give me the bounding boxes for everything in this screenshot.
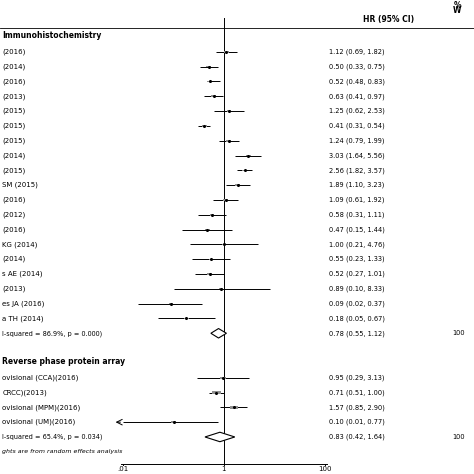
- Text: (2015): (2015): [2, 108, 26, 114]
- Text: 0.89 (0.10, 8.33): 0.89 (0.10, 8.33): [329, 286, 385, 292]
- Bar: [211, 95, 217, 97]
- Bar: [223, 199, 228, 201]
- Text: 0.95 (0.29, 3.13): 0.95 (0.29, 3.13): [329, 374, 385, 381]
- Text: %: %: [454, 0, 461, 9]
- Text: 1.24 (0.79, 1.99): 1.24 (0.79, 1.99): [329, 137, 385, 144]
- Text: 0.52 (0.48, 0.83): 0.52 (0.48, 0.83): [329, 78, 385, 85]
- Text: (2015): (2015): [2, 137, 26, 144]
- Text: a TH (2014): a TH (2014): [2, 315, 44, 322]
- Text: (2016): (2016): [2, 78, 26, 85]
- Bar: [202, 125, 207, 127]
- Bar: [209, 258, 213, 260]
- Bar: [242, 170, 247, 171]
- Text: (2012): (2012): [2, 211, 26, 218]
- Text: I-squared = 86.9%, p = 0.000): I-squared = 86.9%, p = 0.000): [2, 330, 102, 337]
- Text: Reverse phase protein array: Reverse phase protein array: [2, 357, 126, 366]
- Bar: [210, 214, 214, 216]
- Text: 1: 1: [222, 466, 226, 472]
- Text: W: W: [453, 6, 462, 15]
- Text: .01: .01: [118, 466, 129, 472]
- Text: 0.09 (0.02, 0.37): 0.09 (0.02, 0.37): [329, 301, 385, 307]
- Text: 0.58 (0.31, 1.11): 0.58 (0.31, 1.11): [329, 211, 385, 218]
- Text: ghts are from random effects analysis: ghts are from random effects analysis: [2, 449, 123, 454]
- Text: (2014): (2014): [2, 152, 26, 159]
- Polygon shape: [205, 432, 235, 442]
- Text: 100: 100: [453, 330, 465, 336]
- Text: (2016): (2016): [2, 197, 26, 203]
- Text: (2015): (2015): [2, 123, 26, 129]
- Text: ovisional (UM)(2016): ovisional (UM)(2016): [2, 419, 76, 425]
- Text: 0.83 (0.42, 1.64): 0.83 (0.42, 1.64): [329, 434, 385, 440]
- Text: ovisional (CCA)(2016): ovisional (CCA)(2016): [2, 374, 79, 381]
- Text: 1.12 (0.69, 1.82): 1.12 (0.69, 1.82): [329, 49, 385, 55]
- Text: es JA (2016): es JA (2016): [2, 301, 45, 307]
- Bar: [184, 318, 189, 319]
- Text: 2.56 (1.82, 3.57): 2.56 (1.82, 3.57): [329, 167, 385, 173]
- Text: (2014): (2014): [2, 64, 26, 70]
- Bar: [171, 421, 176, 423]
- Bar: [222, 244, 226, 245]
- Bar: [207, 81, 212, 82]
- Text: SM (2015): SM (2015): [2, 182, 38, 188]
- Text: 3.03 (1.64, 5.56): 3.03 (1.64, 5.56): [329, 152, 385, 159]
- Text: 0.41 (0.31, 0.54): 0.41 (0.31, 0.54): [329, 123, 385, 129]
- Text: (2013): (2013): [2, 93, 26, 100]
- Text: CRCC)(2013): CRCC)(2013): [2, 389, 47, 396]
- Text: (2016): (2016): [2, 227, 26, 233]
- Text: 0.71 (0.51, 1.00): 0.71 (0.51, 1.00): [329, 389, 385, 396]
- Polygon shape: [211, 328, 227, 338]
- Text: 100: 100: [318, 466, 331, 472]
- Text: 0.63 (0.41, 0.97): 0.63 (0.41, 0.97): [329, 93, 385, 100]
- Bar: [230, 406, 237, 409]
- Text: I-squared = 65.4%, p = 0.034): I-squared = 65.4%, p = 0.034): [2, 434, 103, 440]
- Bar: [219, 288, 223, 290]
- Bar: [206, 66, 211, 67]
- Text: 100: 100: [453, 434, 465, 440]
- Text: 1.89 (1.10, 3.23): 1.89 (1.10, 3.23): [329, 182, 385, 188]
- Text: 0.18 (0.05, 0.67): 0.18 (0.05, 0.67): [329, 315, 385, 322]
- Text: 0.47 (0.15, 1.44): 0.47 (0.15, 1.44): [329, 227, 385, 233]
- Text: 0.78 (0.55, 1.12): 0.78 (0.55, 1.12): [329, 330, 385, 337]
- Text: 0.55 (0.23, 1.33): 0.55 (0.23, 1.33): [329, 256, 385, 263]
- Bar: [205, 229, 210, 230]
- Text: 0.52 (0.27, 1.01): 0.52 (0.27, 1.01): [329, 271, 385, 277]
- Text: KG (2014): KG (2014): [2, 241, 38, 247]
- Text: 0.10 (0.01, 0.77): 0.10 (0.01, 0.77): [329, 419, 385, 425]
- Text: 1.57 (0.85, 2.90): 1.57 (0.85, 2.90): [329, 404, 385, 410]
- Text: 1.09 (0.61, 1.92): 1.09 (0.61, 1.92): [329, 197, 385, 203]
- Bar: [207, 273, 212, 275]
- Bar: [236, 184, 240, 186]
- Bar: [227, 110, 231, 112]
- Bar: [226, 140, 231, 142]
- Text: HR (95% CI): HR (95% CI): [363, 16, 414, 25]
- Text: (2013): (2013): [2, 286, 26, 292]
- Text: ovisional (MPM)(2016): ovisional (MPM)(2016): [2, 404, 81, 410]
- Text: (2014): (2014): [2, 256, 26, 263]
- Bar: [212, 391, 221, 394]
- Text: (2016): (2016): [2, 49, 26, 55]
- Bar: [220, 377, 226, 379]
- Text: Immunohistochemistry: Immunohistochemistry: [2, 31, 102, 40]
- Bar: [224, 51, 229, 53]
- Bar: [246, 155, 251, 156]
- Text: 1.25 (0.62, 2.53): 1.25 (0.62, 2.53): [329, 108, 385, 114]
- Text: (2015): (2015): [2, 167, 26, 173]
- Text: 0.50 (0.33, 0.75): 0.50 (0.33, 0.75): [329, 64, 385, 70]
- Text: 1.00 (0.21, 4.76): 1.00 (0.21, 4.76): [329, 241, 385, 247]
- Text: s AE (2014): s AE (2014): [2, 271, 43, 277]
- Bar: [169, 303, 173, 304]
